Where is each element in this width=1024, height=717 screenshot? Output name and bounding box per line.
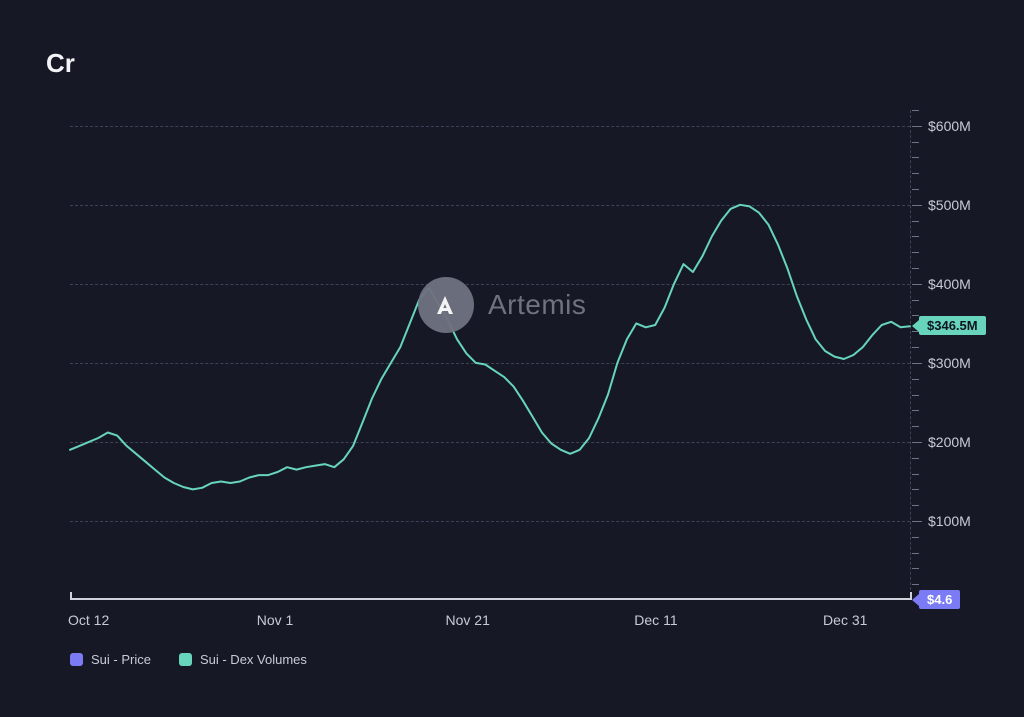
y-minor-tick <box>912 300 919 301</box>
artemis-icon <box>431 290 461 320</box>
y-tick-label: $200M <box>928 434 971 450</box>
y-minor-tick <box>912 189 919 190</box>
y-minor-tick <box>912 410 919 411</box>
x-tick-label: Dec 31 <box>823 612 867 628</box>
x-axis <box>70 598 910 600</box>
chart-plot-area <box>70 110 910 600</box>
y-minor-tick <box>912 426 919 427</box>
x-tick-label: Oct 12 <box>68 612 109 628</box>
y-tick-label: $400M <box>928 276 971 292</box>
y-minor-tick <box>912 347 919 348</box>
y-axis-rule <box>910 110 911 600</box>
x-tick-label: Nov 21 <box>446 612 490 628</box>
page-title: Cr <box>46 48 75 79</box>
y-minor-tick <box>912 395 919 396</box>
chart-root: Cr $100M $200M $300M $400M $500M $600M Oct 12… <box>0 0 1024 717</box>
y-minor-tick <box>912 568 919 569</box>
y-minor-tick <box>912 458 919 459</box>
x-tick-label: Dec 11 <box>634 612 677 628</box>
legend-item[interactable]: Sui - Price <box>70 652 151 667</box>
y-minor-tick <box>912 221 919 222</box>
y-minor-tick <box>912 173 919 174</box>
y-minor-tick <box>912 505 919 506</box>
watermark-text: Artemis <box>488 289 586 321</box>
legend: Sui - Price Sui - Dex Volumes <box>70 652 307 667</box>
legend-item[interactable]: Sui - Dex Volumes <box>179 652 307 667</box>
y-minor-tick <box>912 474 919 475</box>
y-tick-label: $500M <box>928 197 971 213</box>
value-badge-dex-arrow <box>912 320 919 332</box>
legend-label: Sui - Price <box>91 652 151 667</box>
x-tick-label: Nov 1 <box>257 612 294 628</box>
y-tick-mark <box>912 363 922 364</box>
legend-label: Sui - Dex Volumes <box>200 652 307 667</box>
y-tick-mark <box>912 442 922 443</box>
chart-svg <box>70 110 910 600</box>
y-tick-label: $300M <box>928 355 971 371</box>
y-tick-mark <box>912 284 922 285</box>
legend-swatch <box>70 653 83 666</box>
y-minor-tick <box>912 315 919 316</box>
y-minor-tick <box>912 142 919 143</box>
legend-swatch <box>179 653 192 666</box>
y-minor-tick <box>912 268 919 269</box>
value-badge-price-arrow <box>912 594 919 606</box>
y-minor-tick <box>912 489 919 490</box>
y-tick-label: $600M <box>928 118 971 134</box>
watermark: Artemis <box>418 277 586 333</box>
y-minor-tick <box>912 157 919 158</box>
y-minor-tick <box>912 537 919 538</box>
x-axis-cap <box>70 592 72 600</box>
value-badge-price: $4.6 <box>919 590 960 609</box>
y-minor-tick <box>912 379 919 380</box>
y-minor-tick <box>912 110 919 111</box>
y-tick-label: $100M <box>928 513 971 529</box>
y-tick-mark <box>912 521 922 522</box>
y-minor-tick <box>912 252 919 253</box>
y-tick-mark <box>912 126 922 127</box>
y-minor-tick <box>912 553 919 554</box>
y-minor-tick <box>912 584 919 585</box>
value-badge-dex: $346.5M <box>919 316 986 335</box>
y-tick-mark <box>912 205 922 206</box>
y-minor-tick <box>912 236 919 237</box>
series-line <box>70 205 910 490</box>
watermark-logo <box>418 277 474 333</box>
